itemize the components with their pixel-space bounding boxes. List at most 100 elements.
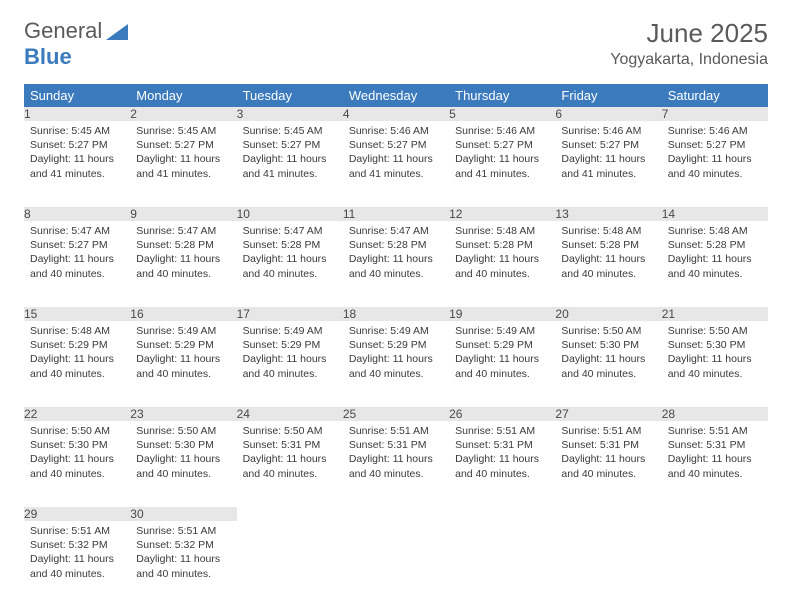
day-number: 9: [130, 207, 236, 221]
logo: General Blue: [24, 18, 128, 70]
empty-cell: [343, 507, 449, 521]
day-cell: Sunrise: 5:50 AMSunset: 5:30 PMDaylight:…: [130, 421, 236, 507]
day-cell: Sunrise: 5:51 AMSunset: 5:31 PMDaylight:…: [662, 421, 768, 507]
day-number: 25: [343, 407, 449, 421]
day-content: Sunrise: 5:47 AMSunset: 5:27 PMDaylight:…: [24, 221, 130, 287]
day-number: 8: [24, 207, 130, 221]
day-cell: Sunrise: 5:49 AMSunset: 5:29 PMDaylight:…: [130, 321, 236, 407]
week-number-row: 891011121314: [24, 207, 768, 221]
empty-cell: [555, 507, 661, 521]
location: Yogyakarta, Indonesia: [610, 51, 768, 69]
day-cell: Sunrise: 5:47 AMSunset: 5:27 PMDaylight:…: [24, 221, 130, 307]
day-cell: Sunrise: 5:46 AMSunset: 5:27 PMDaylight:…: [662, 121, 768, 207]
day-content: Sunrise: 5:46 AMSunset: 5:27 PMDaylight:…: [555, 121, 661, 187]
day-content: Sunrise: 5:50 AMSunset: 5:30 PMDaylight:…: [662, 321, 768, 387]
calendar-table: SundayMondayTuesdayWednesdayThursdayFrid…: [24, 84, 768, 607]
day-number: 2: [130, 107, 236, 121]
day-cell: Sunrise: 5:50 AMSunset: 5:30 PMDaylight:…: [662, 321, 768, 407]
day-content: Sunrise: 5:51 AMSunset: 5:31 PMDaylight:…: [555, 421, 661, 487]
week-number-row: 1234567: [24, 107, 768, 121]
empty-cell: [343, 521, 449, 607]
logo-text-1: General: [24, 18, 102, 43]
day-cell: Sunrise: 5:50 AMSunset: 5:30 PMDaylight:…: [555, 321, 661, 407]
empty-cell: [555, 521, 661, 607]
day-number: 18: [343, 307, 449, 321]
day-cell: Sunrise: 5:48 AMSunset: 5:28 PMDaylight:…: [662, 221, 768, 307]
day-content: Sunrise: 5:49 AMSunset: 5:29 PMDaylight:…: [343, 321, 449, 387]
day-cell: Sunrise: 5:50 AMSunset: 5:31 PMDaylight:…: [237, 421, 343, 507]
day-content: Sunrise: 5:48 AMSunset: 5:28 PMDaylight:…: [662, 221, 768, 287]
day-content: Sunrise: 5:49 AMSunset: 5:29 PMDaylight:…: [130, 321, 236, 387]
logo-text-2: Blue: [24, 44, 72, 69]
title-area: June 2025 Yogyakarta, Indonesia: [610, 18, 768, 69]
day-number: 30: [130, 507, 236, 521]
day-cell: Sunrise: 5:45 AMSunset: 5:27 PMDaylight:…: [24, 121, 130, 207]
day-content: Sunrise: 5:50 AMSunset: 5:30 PMDaylight:…: [130, 421, 236, 487]
week-content-row: Sunrise: 5:45 AMSunset: 5:27 PMDaylight:…: [24, 121, 768, 207]
empty-cell: [237, 521, 343, 607]
empty-cell: [662, 507, 768, 521]
day-cell: Sunrise: 5:47 AMSunset: 5:28 PMDaylight:…: [237, 221, 343, 307]
day-cell: Sunrise: 5:51 AMSunset: 5:32 PMDaylight:…: [130, 521, 236, 607]
day-content: Sunrise: 5:50 AMSunset: 5:30 PMDaylight:…: [24, 421, 130, 487]
day-number: 14: [662, 207, 768, 221]
day-content: Sunrise: 5:49 AMSunset: 5:29 PMDaylight:…: [449, 321, 555, 387]
day-cell: Sunrise: 5:49 AMSunset: 5:29 PMDaylight:…: [343, 321, 449, 407]
calendar-head: SundayMondayTuesdayWednesdayThursdayFrid…: [24, 84, 768, 107]
empty-cell: [449, 521, 555, 607]
logo-triangle-icon: [106, 24, 128, 40]
empty-cell: [237, 507, 343, 521]
day-number: 17: [237, 307, 343, 321]
week-number-row: 2930: [24, 507, 768, 521]
week-content-row: Sunrise: 5:51 AMSunset: 5:32 PMDaylight:…: [24, 521, 768, 607]
day-header: Tuesday: [237, 84, 343, 107]
day-number: 29: [24, 507, 130, 521]
day-cell: Sunrise: 5:45 AMSunset: 5:27 PMDaylight:…: [130, 121, 236, 207]
day-number: 12: [449, 207, 555, 221]
day-cell: Sunrise: 5:46 AMSunset: 5:27 PMDaylight:…: [555, 121, 661, 207]
day-cell: Sunrise: 5:46 AMSunset: 5:27 PMDaylight:…: [449, 121, 555, 207]
week-number-row: 15161718192021: [24, 307, 768, 321]
day-content: Sunrise: 5:50 AMSunset: 5:31 PMDaylight:…: [237, 421, 343, 487]
day-cell: Sunrise: 5:47 AMSunset: 5:28 PMDaylight:…: [130, 221, 236, 307]
day-number: 10: [237, 207, 343, 221]
header: General Blue June 2025 Yogyakarta, Indon…: [0, 0, 792, 76]
day-content: Sunrise: 5:45 AMSunset: 5:27 PMDaylight:…: [130, 121, 236, 187]
day-cell: Sunrise: 5:51 AMSunset: 5:31 PMDaylight:…: [449, 421, 555, 507]
day-cell: Sunrise: 5:51 AMSunset: 5:31 PMDaylight:…: [343, 421, 449, 507]
day-number: 4: [343, 107, 449, 121]
day-cell: Sunrise: 5:48 AMSunset: 5:28 PMDaylight:…: [555, 221, 661, 307]
day-header: Friday: [555, 84, 661, 107]
day-header: Saturday: [662, 84, 768, 107]
empty-cell: [449, 507, 555, 521]
day-number: 23: [130, 407, 236, 421]
day-cell: Sunrise: 5:50 AMSunset: 5:30 PMDaylight:…: [24, 421, 130, 507]
day-header-row: SundayMondayTuesdayWednesdayThursdayFrid…: [24, 84, 768, 107]
day-number: 15: [24, 307, 130, 321]
day-number: 24: [237, 407, 343, 421]
day-number: 6: [555, 107, 661, 121]
day-content: Sunrise: 5:46 AMSunset: 5:27 PMDaylight:…: [449, 121, 555, 187]
day-number: 13: [555, 207, 661, 221]
day-content: Sunrise: 5:51 AMSunset: 5:31 PMDaylight:…: [662, 421, 768, 487]
day-content: Sunrise: 5:51 AMSunset: 5:32 PMDaylight:…: [130, 521, 236, 587]
day-number: 5: [449, 107, 555, 121]
week-number-row: 22232425262728: [24, 407, 768, 421]
day-number: 21: [662, 307, 768, 321]
day-number: 20: [555, 307, 661, 321]
day-content: Sunrise: 5:47 AMSunset: 5:28 PMDaylight:…: [343, 221, 449, 287]
day-content: Sunrise: 5:51 AMSunset: 5:32 PMDaylight:…: [24, 521, 130, 587]
day-cell: Sunrise: 5:45 AMSunset: 5:27 PMDaylight:…: [237, 121, 343, 207]
day-content: Sunrise: 5:48 AMSunset: 5:28 PMDaylight:…: [449, 221, 555, 287]
day-header: Thursday: [449, 84, 555, 107]
day-header: Wednesday: [343, 84, 449, 107]
day-cell: Sunrise: 5:47 AMSunset: 5:28 PMDaylight:…: [343, 221, 449, 307]
day-cell: Sunrise: 5:49 AMSunset: 5:29 PMDaylight:…: [237, 321, 343, 407]
day-cell: Sunrise: 5:51 AMSunset: 5:32 PMDaylight:…: [24, 521, 130, 607]
day-cell: Sunrise: 5:48 AMSunset: 5:29 PMDaylight:…: [24, 321, 130, 407]
day-content: Sunrise: 5:49 AMSunset: 5:29 PMDaylight:…: [237, 321, 343, 387]
day-content: Sunrise: 5:45 AMSunset: 5:27 PMDaylight:…: [24, 121, 130, 187]
day-content: Sunrise: 5:48 AMSunset: 5:29 PMDaylight:…: [24, 321, 130, 387]
day-cell: Sunrise: 5:49 AMSunset: 5:29 PMDaylight:…: [449, 321, 555, 407]
empty-cell: [662, 521, 768, 607]
